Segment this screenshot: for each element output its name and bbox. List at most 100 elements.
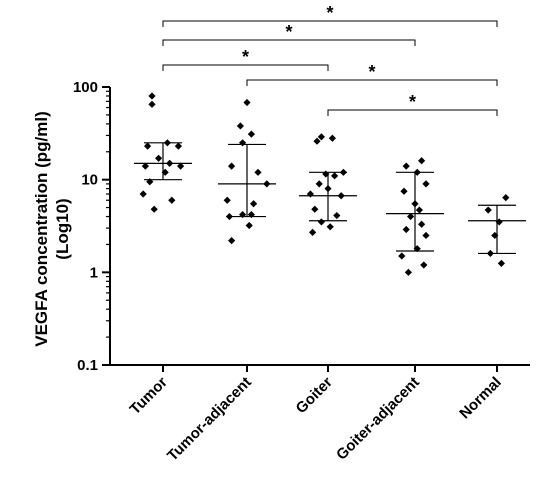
significance-bracket: *	[246, 62, 498, 86]
y-tick-label: 100	[73, 79, 98, 96]
data-point	[225, 212, 233, 221]
data-point	[228, 162, 236, 170]
data-point	[239, 139, 247, 147]
data-point	[144, 142, 152, 150]
x-tick-label: Goiter-adjacent	[333, 374, 423, 464]
data-point	[333, 211, 341, 220]
data-point	[422, 231, 430, 240]
data-point	[166, 159, 174, 167]
significance-bracket: *	[162, 3, 498, 27]
data-point	[398, 252, 406, 260]
significance-star: *	[409, 92, 416, 112]
y-tick-label: 1	[90, 264, 98, 281]
data-point	[420, 261, 428, 269]
data-point	[168, 196, 176, 204]
data-point	[322, 170, 330, 178]
significance-star: *	[326, 3, 333, 23]
data-point	[161, 168, 169, 176]
data-point	[163, 139, 171, 147]
data-point	[317, 218, 325, 226]
group-goiter	[299, 133, 357, 236]
data-point	[328, 134, 336, 142]
x-tick-label: Goiter	[293, 374, 336, 417]
data-point	[239, 210, 247, 219]
bracket-line	[246, 79, 498, 86]
bracket-line	[162, 39, 416, 46]
y-tick-label: 10	[81, 172, 98, 189]
data-point	[141, 162, 149, 170]
y-axis-title-line2: (Log10)	[53, 198, 72, 259]
data-point	[326, 223, 334, 231]
data-point	[418, 220, 426, 228]
data-point	[418, 157, 426, 165]
data-point	[411, 200, 419, 208]
data-point	[243, 98, 251, 107]
data-point	[247, 210, 255, 219]
group-goiter-adjacent	[386, 157, 444, 276]
data-point	[306, 190, 314, 198]
data-point	[150, 205, 158, 213]
group-tumor	[134, 92, 192, 213]
significance-bracket: *	[162, 47, 329, 71]
bracket-line	[327, 109, 498, 116]
data-point	[491, 231, 499, 240]
bracket-line	[162, 64, 329, 71]
data-point	[223, 196, 231, 204]
group-tumor-adjacent	[218, 98, 276, 245]
data-point	[407, 212, 415, 221]
data-point	[502, 194, 510, 202]
data-point	[337, 192, 345, 200]
data-point	[309, 228, 317, 236]
plot-area	[134, 92, 526, 276]
significance-star: *	[242, 47, 249, 67]
data-point	[413, 245, 421, 253]
data-point	[339, 168, 347, 176]
data-point	[497, 259, 505, 267]
data-point	[495, 218, 503, 226]
data-point	[324, 185, 332, 193]
data-point	[484, 206, 492, 214]
data-point	[228, 237, 236, 245]
data-point	[400, 187, 408, 195]
y-axis-title-line1: VEGFA concentration (pg/ml)	[32, 111, 51, 347]
significance-star: *	[285, 22, 292, 42]
data-point	[317, 133, 325, 141]
data-point	[139, 190, 147, 198]
data-point	[402, 162, 410, 170]
data-point	[263, 180, 271, 188]
data-point	[146, 178, 154, 186]
data-point	[148, 92, 156, 100]
significance-brackets: * * * * *	[162, 3, 498, 116]
data-point	[254, 168, 262, 176]
x-tick-label: Tumor	[127, 374, 171, 418]
data-point	[177, 162, 185, 170]
significance-star: *	[368, 62, 375, 82]
data-point	[402, 225, 410, 234]
data-point	[315, 180, 323, 188]
significance-bracket: *	[327, 92, 498, 116]
data-point	[148, 100, 156, 108]
data-point	[174, 142, 182, 150]
data-point	[422, 180, 430, 188]
data-point	[313, 137, 321, 145]
data-point	[247, 130, 255, 138]
data-point	[331, 172, 339, 180]
bracket-line	[162, 20, 498, 27]
x-tick-label: Tumor-adjacent	[164, 374, 255, 465]
y-tick-label: 0.1	[77, 357, 98, 374]
data-point	[486, 249, 494, 258]
data-point	[415, 206, 423, 214]
data-point	[250, 200, 258, 208]
data-point	[245, 221, 253, 230]
data-point	[311, 205, 319, 213]
significance-bracket: *	[162, 22, 416, 46]
data-point	[413, 168, 421, 176]
y-axis-title: VEGFA concentration (pg/ml) (Log10)	[32, 111, 72, 347]
data-point	[236, 122, 244, 130]
group-normal	[468, 194, 526, 267]
data-point	[155, 154, 163, 162]
x-tick-label: Normal	[456, 374, 505, 423]
data-point	[404, 268, 412, 276]
